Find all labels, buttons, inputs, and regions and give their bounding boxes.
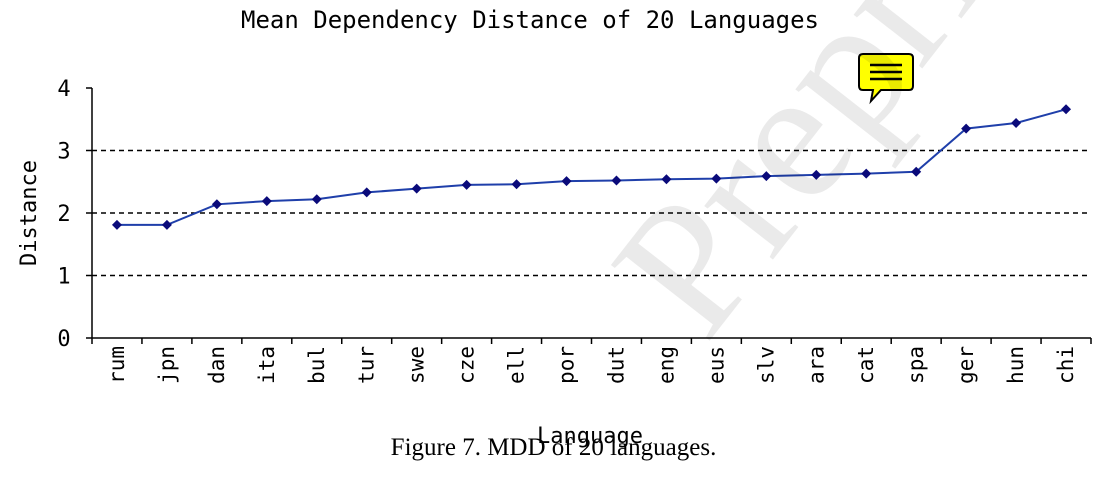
chart-title: Mean Dependency Distance of 20 Languages xyxy=(241,6,819,34)
x-tick-label: ara xyxy=(804,346,828,384)
figure-caption: Figure 7. MDD of 20 languages. xyxy=(390,434,717,461)
x-tick-label: chi xyxy=(1054,346,1078,384)
y-axis-label: Distance xyxy=(17,160,42,266)
y-ticks: 0 1 2 3 4 xyxy=(57,77,92,352)
x-tick-label: ita xyxy=(255,346,279,384)
y-tick-label: 2 xyxy=(57,202,70,227)
y-tick-label: 4 xyxy=(57,77,70,102)
y-tick-label: 1 xyxy=(57,265,70,290)
data-point xyxy=(311,194,322,205)
data-point xyxy=(861,168,872,179)
x-tick-label: eus xyxy=(704,346,728,384)
data-point xyxy=(261,196,272,207)
data-point xyxy=(411,183,422,194)
data-point xyxy=(161,219,172,230)
y-tick-label: 0 xyxy=(57,327,70,352)
data-point xyxy=(911,166,922,177)
data-point xyxy=(1061,104,1072,115)
data-point xyxy=(611,175,622,186)
x-tick-label: dan xyxy=(205,346,229,384)
x-tick-label: rum xyxy=(105,346,129,384)
x-axis-label: Language xyxy=(537,424,643,449)
x-tick-label: hun xyxy=(1004,346,1028,384)
x-tick-label: swe xyxy=(405,346,429,384)
data-point xyxy=(111,219,122,230)
data-point xyxy=(1011,118,1022,128)
x-tick-label: cat xyxy=(854,346,878,384)
y-tick-label: 3 xyxy=(57,140,70,165)
x-tick-label: jpn xyxy=(155,346,179,384)
x-tick-label: ell xyxy=(505,346,529,384)
x-tick-label: tur xyxy=(355,346,379,384)
x-tick-label: eng xyxy=(654,346,678,384)
x-tick-label: bul xyxy=(305,346,329,384)
x-tick-label: por xyxy=(555,346,579,384)
data-point xyxy=(661,174,672,185)
x-tick-label: cze xyxy=(455,346,479,384)
x-tick-label: dut xyxy=(604,346,628,384)
x-tick-label: ger xyxy=(954,346,978,384)
data-point xyxy=(211,199,222,210)
sticky-note-icon[interactable] xyxy=(858,53,914,105)
data-points xyxy=(111,104,1072,230)
data-point xyxy=(361,187,372,198)
x-tick-label: slv xyxy=(754,346,778,384)
data-point xyxy=(561,176,572,187)
data-point xyxy=(961,123,972,134)
data-point xyxy=(461,179,472,190)
data-point xyxy=(511,179,522,190)
gridlines xyxy=(92,149,1091,277)
data-point xyxy=(761,171,772,182)
data-point xyxy=(711,173,722,184)
x-ticks: rum jpn dan ita bul tur swe cze ell por dut eng eus s… xyxy=(91,338,1092,384)
x-tick-label: spa xyxy=(904,346,928,384)
series-line xyxy=(117,108,1067,226)
data-point xyxy=(811,169,822,180)
series-path xyxy=(117,108,1067,226)
